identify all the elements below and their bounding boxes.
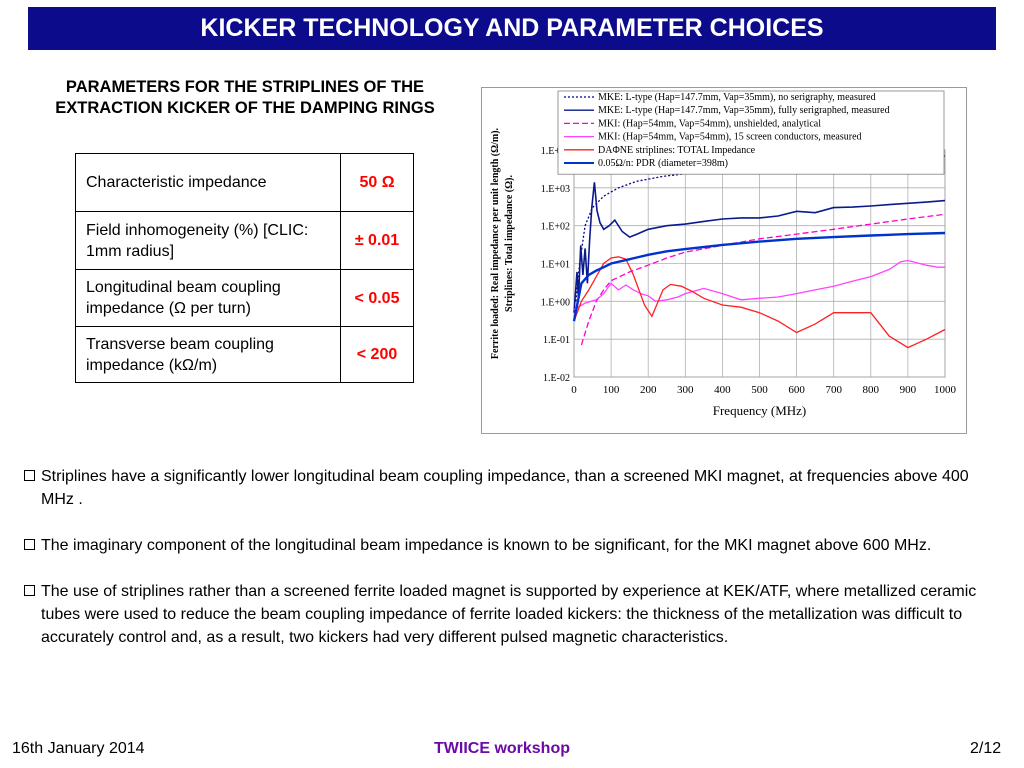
y-tick-label: 1.E-02 xyxy=(543,373,570,384)
x-tick-label: 400 xyxy=(714,384,731,396)
checkbox-bullet-icon xyxy=(24,585,35,596)
param-value: 50 Ω xyxy=(340,153,414,212)
footer-page-number: 2/12 xyxy=(970,740,1002,757)
x-tick-label: 500 xyxy=(751,384,768,396)
bullet-text: The imaginary component of the longitudi… xyxy=(41,537,932,554)
param-label: Field inhomogeneity (%) [CLIC: 1mm radiu… xyxy=(75,211,341,270)
legend-entry: MKE: L-type (Hap=147.7mm, Vap=35mm), no … xyxy=(598,92,876,103)
footer-date: 16th January 2014 xyxy=(12,740,145,757)
series-line xyxy=(573,256,946,349)
x-tick-label: 100 xyxy=(603,384,620,396)
x-tick-label: 600 xyxy=(788,384,805,396)
page-title: KICKER TECHNOLOGY AND PARAMETER CHOICES xyxy=(200,14,824,42)
x-tick-label: 900 xyxy=(900,384,917,396)
footer-event: TWIICE workshop xyxy=(434,740,570,757)
param-value: ± 0.01 xyxy=(340,211,414,270)
x-axis-label: Frequency (MHz) xyxy=(713,403,807,418)
y-tick-label: 1.E+03 xyxy=(541,184,570,195)
param-value: < 0.05 xyxy=(340,269,414,327)
x-tick-label: 800 xyxy=(863,384,880,396)
x-tick-label: 1000 xyxy=(934,384,957,396)
x-tick-label: 0 xyxy=(571,384,577,396)
table-row: Transverse beam coupling impedance (kΩ/m… xyxy=(75,326,414,383)
checkbox-bullet-icon xyxy=(24,539,35,550)
param-value: < 200 xyxy=(340,326,414,383)
bullet-item: Striplines have a significantly lower lo… xyxy=(22,465,997,511)
param-label: Transverse beam coupling impedance (kΩ/m… xyxy=(75,326,341,383)
chart-svg: 0 100 200 300 400 500 600 700 800 900 1000 1.E-02 1.… xyxy=(490,90,957,418)
series-line xyxy=(572,231,946,322)
impedance-chart: 0 100 200 300 400 500 600 700 800 900 1000 1.E-02 1.… xyxy=(481,87,967,434)
y-tick-label: 1.E+00 xyxy=(541,297,570,308)
parameters-table: Characteristic impedance 50 Ω Field inho… xyxy=(75,153,414,383)
x-tick-label: 200 xyxy=(640,384,657,396)
bullet-text: The use of striplines rather than a scre… xyxy=(41,583,977,646)
series-line xyxy=(573,182,946,313)
table-row: Characteristic impedance 50 Ω xyxy=(75,153,414,212)
legend-entry: 0.05Ω/n: PDR (diameter=398m) xyxy=(598,158,728,169)
bullet-item: The imaginary component of the longitudi… xyxy=(22,534,997,557)
y-tick-label: 1.E+01 xyxy=(541,260,570,271)
table-heading: PARAMETERS FOR THE STRIPLINES OF THE EXT… xyxy=(55,78,435,117)
legend-entry: MKI: (Hap=54mm, Vap=54mm), unshielded, a… xyxy=(598,118,821,129)
legend-entry: MKI: (Hap=54mm, Vap=54mm), 15 screen con… xyxy=(598,132,862,143)
table-row: Field inhomogeneity (%) [CLIC: 1mm radiu… xyxy=(75,211,414,270)
bullet-list: Striplines have a significantly lower lo… xyxy=(22,465,997,672)
series-line xyxy=(580,213,946,346)
legend-entry: MKE: L-type (Hap=147.7mm, Vap=35mm), ful… xyxy=(598,105,890,116)
legend-entry: DAΦNE striplines: TOTAL Impedance xyxy=(598,145,756,156)
legend-box xyxy=(557,90,945,175)
y-tick-label: 1.E-01 xyxy=(543,335,570,346)
series-line xyxy=(573,259,945,311)
y-tick-label: 1.E+02 xyxy=(541,222,570,233)
y-axis-label-line2: Striplines: Total impedance (Ω). xyxy=(504,175,515,312)
x-tick-label: 300 xyxy=(677,384,694,396)
param-label: Characteristic impedance xyxy=(75,153,341,212)
title-bar: KICKER TECHNOLOGY AND PARAMETER CHOICES xyxy=(28,7,996,50)
table-row: Longitudinal beam coupling impedance (Ω … xyxy=(75,269,414,327)
y-axis-label: Ferrite loaded: Real impedance per unit … xyxy=(490,127,501,359)
x-tick-label: 700 xyxy=(825,384,842,396)
param-label: Longitudinal beam coupling impedance (Ω … xyxy=(75,269,341,327)
checkbox-bullet-icon xyxy=(24,470,35,481)
bullet-item: The use of striplines rather than a scre… xyxy=(22,580,997,649)
bullet-text: Striplines have a significantly lower lo… xyxy=(41,468,969,508)
y-tick-label: 1.E+04 xyxy=(541,146,570,157)
